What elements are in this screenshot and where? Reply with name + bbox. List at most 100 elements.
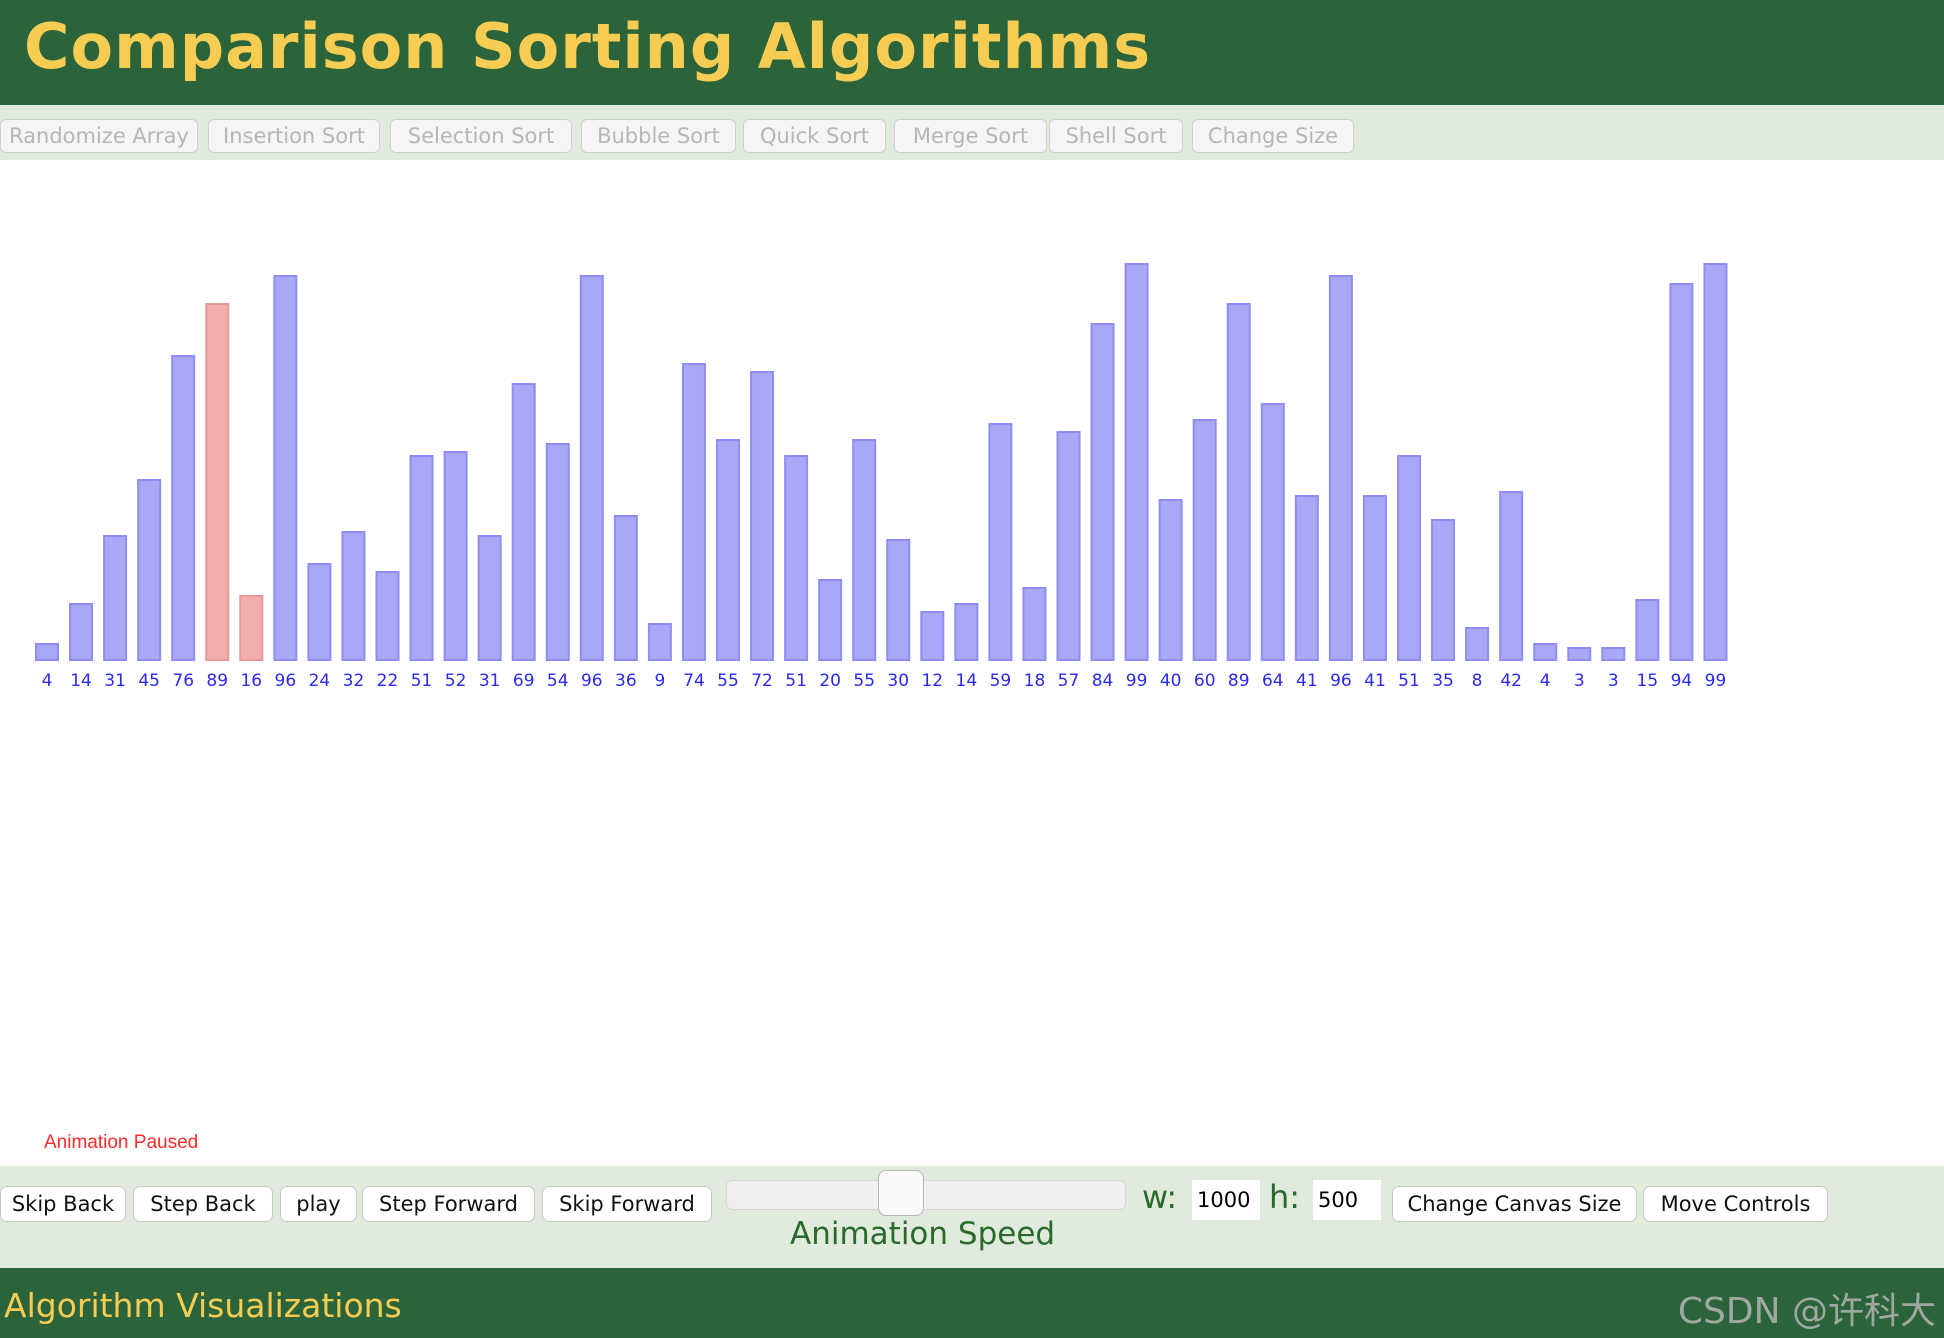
array-bar (750, 371, 775, 661)
array-bar (1669, 283, 1694, 661)
bar-value-label: 89 (1228, 671, 1250, 691)
insertion-sort-button[interactable]: Insertion Sort (208, 119, 380, 153)
bar-value-label: 3 (1608, 671, 1619, 691)
highlighted-bar (239, 595, 264, 661)
array-bar (1226, 303, 1251, 661)
footer: Algorithm Visualizations CSDN @许科大 (0, 1268, 1944, 1338)
bar-value-label: 14 (70, 671, 92, 691)
change-size-button[interactable]: Change Size (1192, 119, 1354, 153)
array-bar (511, 383, 536, 661)
canvas-height-input[interactable] (1313, 1180, 1381, 1220)
shell-sort-button[interactable]: Shell Sort (1049, 119, 1183, 153)
bar-value-label: 94 (1671, 671, 1693, 691)
bar-value-label: 3 (1574, 671, 1585, 691)
array-bar (681, 363, 706, 661)
bar-value-label: 99 (1126, 671, 1148, 691)
algorithm-toolbar: Randomize Array Insertion Sort Selection… (0, 105, 1944, 160)
bar-value-label: 4 (1540, 671, 1551, 691)
array-bar (69, 603, 94, 661)
array-bar (273, 275, 298, 661)
bar-value-label: 84 (1092, 671, 1114, 691)
bar-value-label: 4 (42, 671, 53, 691)
height-label: h: (1269, 1178, 1301, 1216)
array-bar (1294, 495, 1319, 661)
bar-value-label: 51 (785, 671, 807, 691)
array-bar (1499, 491, 1524, 661)
bar-value-label: 16 (240, 671, 262, 691)
bar-value-label: 18 (1024, 671, 1046, 691)
bar-value-label: 41 (1296, 671, 1318, 691)
move-controls-button[interactable]: Move Controls (1643, 1186, 1828, 1222)
footer-title[interactable]: Algorithm Visualizations (4, 1286, 402, 1325)
skip-forward-button[interactable]: Skip Forward (542, 1186, 712, 1222)
bar-value-label: 32 (343, 671, 365, 691)
array-bar (375, 571, 400, 661)
array-bar (818, 579, 843, 661)
header: Comparison Sorting Algorithms (0, 0, 1944, 105)
bar-value-label: 15 (1637, 671, 1659, 691)
watermark: CSDN @许科大 (1677, 1291, 1936, 1332)
array-bar (1328, 275, 1353, 661)
bar-value-label: 35 (1432, 671, 1454, 691)
bar-value-label: 96 (581, 671, 603, 691)
array-bar (1703, 263, 1728, 661)
bar-value-label: 55 (853, 671, 875, 691)
array-bar (35, 643, 59, 661)
bar-value-label: 22 (377, 671, 399, 691)
array-bar (1158, 499, 1183, 661)
bar-value-label: 54 (547, 671, 569, 691)
array-bar (579, 275, 604, 661)
array-bar (1635, 599, 1660, 661)
array-bar (784, 455, 809, 661)
array-bar (1567, 647, 1592, 661)
speed-slider-handle[interactable] (878, 1170, 924, 1216)
page-title: Comparison Sorting Algorithms (24, 10, 1152, 83)
array-bar (716, 439, 740, 661)
array-bar (1260, 403, 1285, 661)
bubble-sort-button[interactable]: Bubble Sort (581, 119, 736, 153)
bar-value-label: 96 (1330, 671, 1352, 691)
canvas-width-input[interactable] (1192, 1180, 1260, 1220)
bar-value-label: 36 (615, 671, 637, 691)
bar-value-label: 57 (1058, 671, 1080, 691)
merge-sort-button[interactable]: Merge Sort (894, 119, 1047, 153)
bar-value-label: 59 (990, 671, 1012, 691)
array-bar (1056, 431, 1081, 661)
bar-value-label: 42 (1500, 671, 1522, 691)
change-canvas-size-button[interactable]: Change Canvas Size (1392, 1186, 1637, 1222)
animation-speed-label: Animation Speed (790, 1216, 1056, 1252)
bar-value-label: 51 (1398, 671, 1420, 691)
array-bar (307, 563, 332, 661)
bar-value-label: 24 (309, 671, 331, 691)
array-bar (1601, 647, 1626, 661)
bar-value-label: 89 (206, 671, 228, 691)
array-bar (1362, 495, 1387, 661)
bar-value-label: 69 (513, 671, 535, 691)
step-forward-button[interactable]: Step Forward (362, 1186, 535, 1222)
array-bar (171, 355, 196, 661)
skip-back-button[interactable]: Skip Back (0, 1186, 126, 1222)
animation-speed-slider[interactable] (726, 1180, 1126, 1210)
bar-value-label: 60 (1194, 671, 1216, 691)
bar-value-label: 55 (717, 671, 739, 691)
bar-value-label: 99 (1705, 671, 1727, 691)
bar-value-label: 96 (275, 671, 297, 691)
bar-value-label: 12 (921, 671, 943, 691)
bar-value-label: 40 (1160, 671, 1182, 691)
bar-value-label: 64 (1262, 671, 1284, 691)
array-bar (988, 423, 1013, 661)
array-bar (1533, 643, 1558, 661)
step-back-button[interactable]: Step Back (133, 1186, 273, 1222)
selection-sort-button[interactable]: Selection Sort (390, 119, 572, 153)
bar-value-label: 9 (654, 671, 665, 691)
array-bar (852, 439, 877, 661)
array-bar (477, 535, 502, 661)
quick-sort-button[interactable]: Quick Sort (743, 119, 886, 153)
array-bar (886, 539, 911, 661)
randomize-array-button[interactable]: Randomize Array (0, 119, 198, 153)
play-button[interactable]: play (280, 1186, 357, 1222)
bar-value-label: 20 (819, 671, 841, 691)
array-bar (1124, 263, 1149, 661)
array-bar (920, 611, 945, 661)
bar-value-label: 31 (479, 671, 501, 691)
